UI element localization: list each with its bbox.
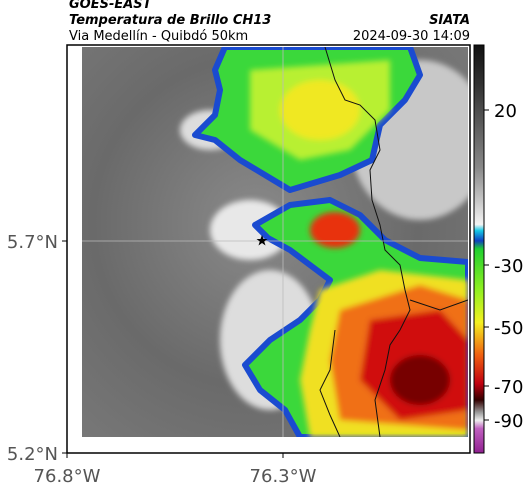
- location: Via Medellín - Quibdó 50km: [69, 29, 248, 44]
- source: SIATA: [429, 13, 470, 28]
- colorbar: [473, 44, 485, 454]
- axes: 5.7°N 5.2°N76.8°W 76.3°W: [7, 232, 317, 487]
- lon-label: 76.8°W: [34, 466, 101, 487]
- map-frame: [66, 44, 471, 454]
- timestamp: 2024-09-30 14:09: [353, 29, 470, 44]
- colorbar-ticks: 20 -30 -50 -70 -90: [484, 101, 523, 432]
- title: GOES-EAST: [69, 0, 153, 12]
- satellite-image: [82, 47, 468, 437]
- lon-label: 76.3°W: [250, 466, 317, 487]
- colorbar-label: -90: [494, 411, 523, 432]
- colorbar-label: -50: [494, 318, 523, 339]
- colorbar-label: -30: [494, 256, 523, 277]
- lat-label: 5.7°N: [7, 232, 58, 253]
- colorbar-label: 20: [494, 101, 517, 122]
- lat-label: 5.2°N: [7, 444, 58, 465]
- colorbar-label: -70: [494, 377, 523, 398]
- subtitle: Temperatura de Brillo CH13: [69, 13, 271, 28]
